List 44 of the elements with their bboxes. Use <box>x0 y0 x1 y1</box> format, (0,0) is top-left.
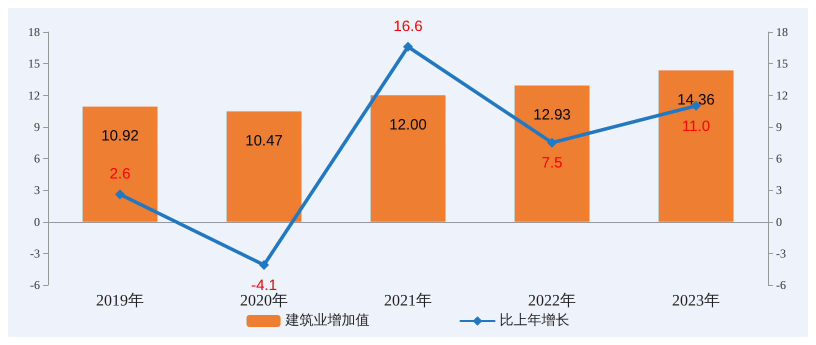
bar <box>514 85 590 222</box>
y2-tick-label: 9 <box>776 120 782 134</box>
y-tick-label: -6 <box>30 278 40 292</box>
data-label: 10.47 <box>245 132 283 150</box>
bar <box>226 111 302 222</box>
x-tick-label: 2020年 <box>240 292 288 310</box>
y2-tick-label: 15 <box>776 56 788 71</box>
y-tick-label: 9 <box>34 120 40 134</box>
point <box>115 189 125 200</box>
y2-tick-label: 12 <box>776 88 788 102</box>
data-label: 11.0 <box>682 118 710 135</box>
data-label: 2.6 <box>110 165 130 182</box>
data-label: 12.00 <box>389 116 427 134</box>
y2-tick-label: -3 <box>776 246 786 260</box>
y-tick-label: 18 <box>28 25 40 39</box>
x-tick-label: 2019年 <box>96 292 144 310</box>
y-tick-label: 3 <box>34 183 40 198</box>
bar <box>658 70 734 222</box>
y2-tick-label: 6 <box>776 152 782 166</box>
y-tick-label: 6 <box>34 152 40 166</box>
bar <box>82 106 158 222</box>
y2-tick-label: 0 <box>776 214 782 229</box>
data-label: 12.93 <box>533 106 571 124</box>
data-label: 10.92 <box>101 128 139 145</box>
y-tick-label: 12 <box>28 88 40 102</box>
data-label: 14.36 <box>677 91 715 108</box>
legend-label: 比上年增长 <box>500 312 570 328</box>
data-label: 16.6 <box>393 18 423 35</box>
x-tick-label: 2022年 <box>528 292 576 310</box>
x-tick-label: 2021年 <box>384 292 432 310</box>
y-tick-label: 0 <box>34 214 40 229</box>
y2-tick-label: 18 <box>776 25 788 39</box>
data-label: -4.1 <box>251 276 277 294</box>
bar <box>370 95 446 222</box>
point <box>403 42 413 52</box>
y2-tick-label: 3 <box>776 183 782 198</box>
y2-tick-label: -6 <box>776 278 786 292</box>
x-tick-label: 2023年 <box>672 292 720 310</box>
point <box>547 138 557 148</box>
data-label: 7.5 <box>542 154 562 172</box>
y-tick-label: -3 <box>30 246 40 260</box>
legend-label: 建筑业增加值 <box>284 312 370 328</box>
point <box>259 260 269 270</box>
y-tick-label: 15 <box>28 56 40 71</box>
